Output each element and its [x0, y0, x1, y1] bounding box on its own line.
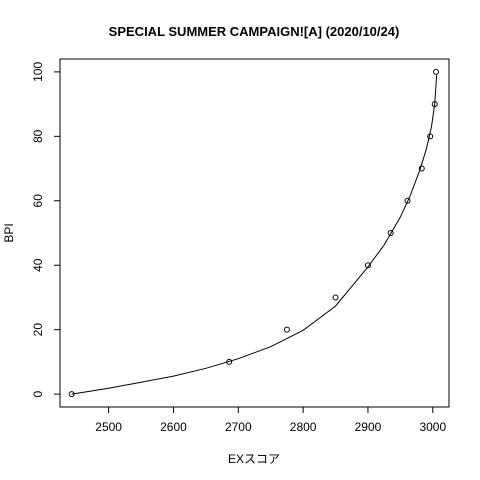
x-tick-label: 2500 [95, 420, 122, 434]
y-tick-label: 100 [31, 62, 45, 82]
x-tick-label: 3000 [419, 420, 446, 434]
y-tick-label: 20 [31, 323, 45, 337]
data-point [332, 294, 339, 301]
y-tick-label: 60 [31, 194, 45, 208]
y-tick-label: 0 [31, 390, 45, 397]
data-point [226, 358, 233, 365]
y-tick-label: 80 [31, 129, 45, 143]
y-tick-label: 40 [31, 258, 45, 272]
x-tick-label: 2800 [290, 420, 317, 434]
x-tick-label: 2600 [160, 420, 187, 434]
data-point [68, 391, 75, 398]
data-point [433, 68, 440, 75]
y-axis-label: BPI [2, 223, 16, 242]
data-point [427, 133, 434, 140]
x-tick-label: 2700 [225, 420, 252, 434]
y-axis: 0 20 40 60 80 100 [31, 62, 60, 397]
data-points [68, 68, 440, 398]
data-point [387, 230, 394, 236]
data-point [418, 165, 425, 172]
data-point [431, 101, 438, 108]
data-point [364, 262, 371, 269]
data-point [283, 326, 290, 333]
fit-curve [71, 75, 438, 395]
plot-frame [59, 58, 450, 408]
chart-title: SPECIAL SUMMER CAMPAIGN![A] (2020/10/24) [109, 24, 400, 39]
x-axis-label: EXスコア [228, 452, 280, 466]
x-axis: 2500 2600 2700 2800 2900 3000 [95, 407, 446, 434]
x-tick-label: 2900 [355, 420, 382, 434]
data-point [404, 197, 411, 204]
